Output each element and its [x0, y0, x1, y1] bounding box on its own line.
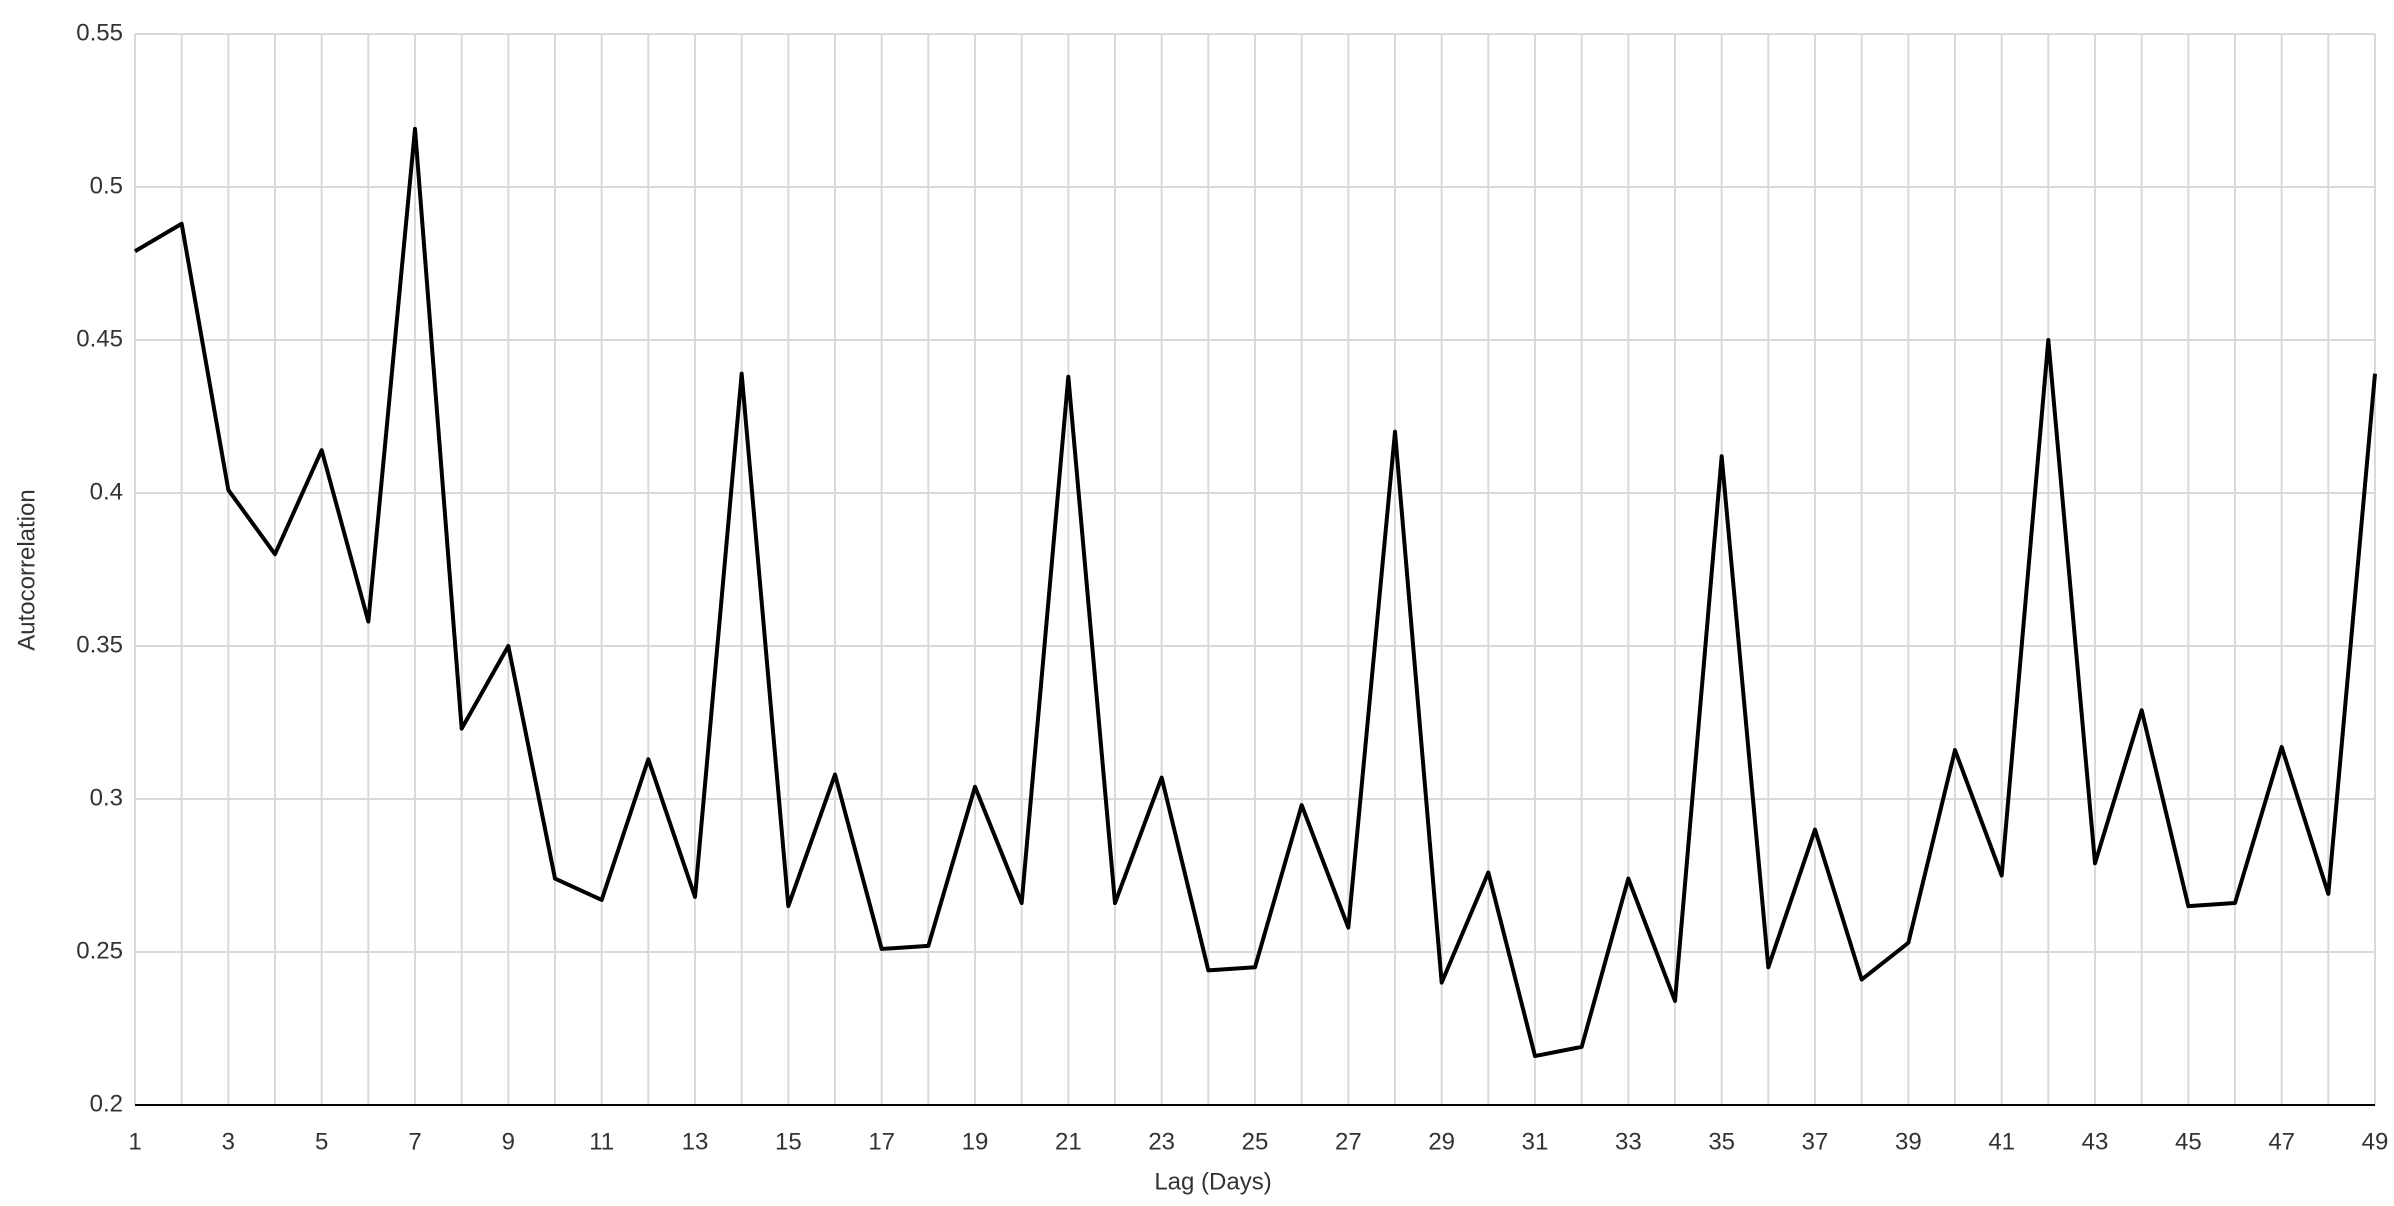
y-tick-label: 0.4 [90, 478, 123, 505]
x-tick-label: 9 [502, 1128, 515, 1155]
y-tick-label: 0.25 [76, 937, 123, 964]
y-tick-label: 0.45 [76, 325, 123, 352]
x-tick-label: 33 [1615, 1128, 1642, 1155]
x-tick-label: 11 [589, 1128, 614, 1155]
y-tick-label: 0.2 [90, 1090, 123, 1117]
y-tick-label: 0.5 [90, 172, 123, 199]
x-tick-label: 23 [1148, 1128, 1175, 1155]
data-line [133, 126, 2377, 1059]
x-tick-label: 15 [775, 1128, 802, 1155]
x-tick-label: 13 [682, 1128, 709, 1155]
x-tick-label: 31 [1522, 1128, 1549, 1155]
x-tick-label: 47 [2268, 1128, 2295, 1155]
x-tick-label: 1 [128, 1128, 141, 1155]
x-tick-label: 7 [408, 1128, 421, 1155]
x-tick-label: 35 [1708, 1128, 1735, 1155]
x-tick-label: 27 [1335, 1128, 1362, 1155]
y-tick-label: 0.3 [90, 784, 123, 811]
x-tick-label: 41 [1988, 1128, 2015, 1155]
x-tick-label: 19 [962, 1128, 989, 1155]
x-axis-title: Lag (Days) [1154, 1168, 1271, 1195]
x-tick-label: 37 [1802, 1128, 1829, 1155]
x-tick-label: 43 [2082, 1128, 2109, 1155]
x-tick-label: 49 [2362, 1128, 2389, 1155]
y-tick-label: 0.55 [76, 19, 123, 46]
x-tick-label: 21 [1055, 1128, 1082, 1155]
x-tick-label: 25 [1242, 1128, 1269, 1155]
y-axis-title: Autocorrelation [13, 489, 40, 650]
x-tick-label: 45 [2175, 1128, 2202, 1155]
x-tick-label: 5 [315, 1128, 328, 1155]
x-tick-label: 39 [1895, 1128, 1922, 1155]
y-tick-label: 0.35 [76, 631, 123, 658]
x-tick-label: 3 [222, 1128, 235, 1155]
x-tick-label: 29 [1428, 1128, 1455, 1155]
x-tick-label: 17 [868, 1128, 895, 1155]
